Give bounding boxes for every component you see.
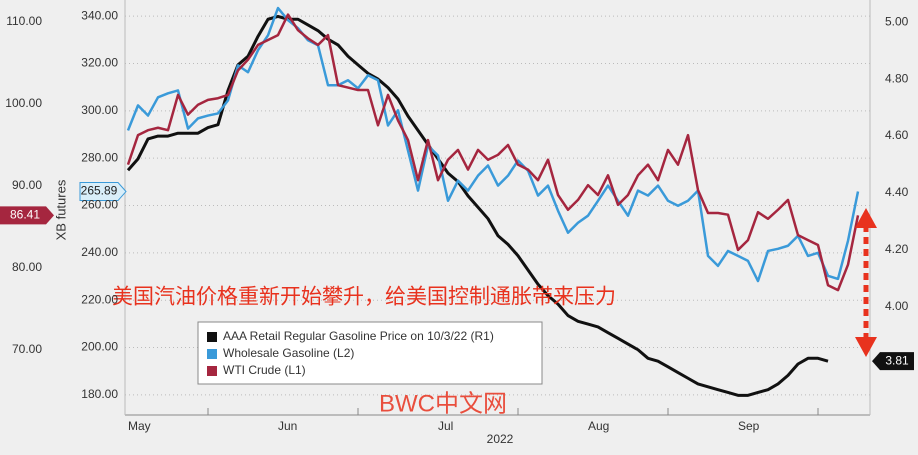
last-value-tag <box>872 352 914 371</box>
last-value-tag <box>0 206 54 225</box>
tick-label: 4.20 <box>885 242 909 256</box>
legend-label: Wholesale Gasoline (L2) <box>223 346 354 360</box>
series-line <box>126 14 829 397</box>
tick-label: 100.00 <box>5 96 42 110</box>
x-axis-label: 2022 <box>487 432 514 446</box>
last-value-label: 265.89 <box>81 184 118 198</box>
legend-entries: AAA Retail Regular Gasoline Price on 10/… <box>207 329 494 377</box>
tick-label: 300.00 <box>81 103 118 117</box>
tick-label: 4.00 <box>885 299 909 313</box>
lines <box>126 6 860 397</box>
tick-label: 4.80 <box>885 71 909 85</box>
tick-label: 4.60 <box>885 128 909 142</box>
last-value-tag <box>79 182 127 202</box>
tick-label: 240.00 <box>81 245 118 259</box>
legend-swatch <box>207 366 217 376</box>
series-line <box>126 6 860 283</box>
arrow <box>855 208 877 357</box>
y-axis-label: XB futures <box>53 179 68 240</box>
tick-label: 220.00 <box>81 292 118 306</box>
tick-label: 110.00 <box>6 14 42 28</box>
series-line <box>126 13 860 292</box>
x-tick-label: Jul <box>438 419 453 433</box>
tick-label: 4.40 <box>885 185 909 199</box>
tick-label: 340.00 <box>81 8 118 22</box>
tick-label: 260.00 <box>81 198 118 212</box>
tick-label: 280.00 <box>81 150 118 164</box>
tick-label: 70.00 <box>12 342 42 356</box>
x-tick-label: Aug <box>588 419 609 433</box>
last-value-tags: 3.81 265.89 86.41 <box>0 182 914 371</box>
x-tick-label: Sep <box>738 419 760 433</box>
legend-label: AAA Retail Regular Gasoline Price on 10/… <box>223 329 494 343</box>
last-value-label: 3.81 <box>885 353 909 367</box>
legend-label: WTI Crude (L1) <box>223 363 306 377</box>
last-value-label: 86.41 <box>10 208 40 222</box>
tick-label: 200.00 <box>81 340 118 354</box>
annotation: 美国汽油价格重新开始攀升，给美国控制通胀带来压力 <box>112 286 616 309</box>
watermark: BWC中文网 <box>379 390 507 417</box>
tick-label: 320.00 <box>81 56 118 70</box>
x-tick-label: May <box>128 419 151 433</box>
tick-label: 90.00 <box>12 178 42 192</box>
tick-label: 80.00 <box>12 260 42 274</box>
tick-label: 5.00 <box>885 14 909 28</box>
legend-swatch <box>207 349 217 359</box>
legend <box>197 321 543 385</box>
x-tick-label: Jun <box>278 419 297 433</box>
tick-label: 180.00 <box>81 387 118 401</box>
legend-swatch <box>207 332 217 342</box>
